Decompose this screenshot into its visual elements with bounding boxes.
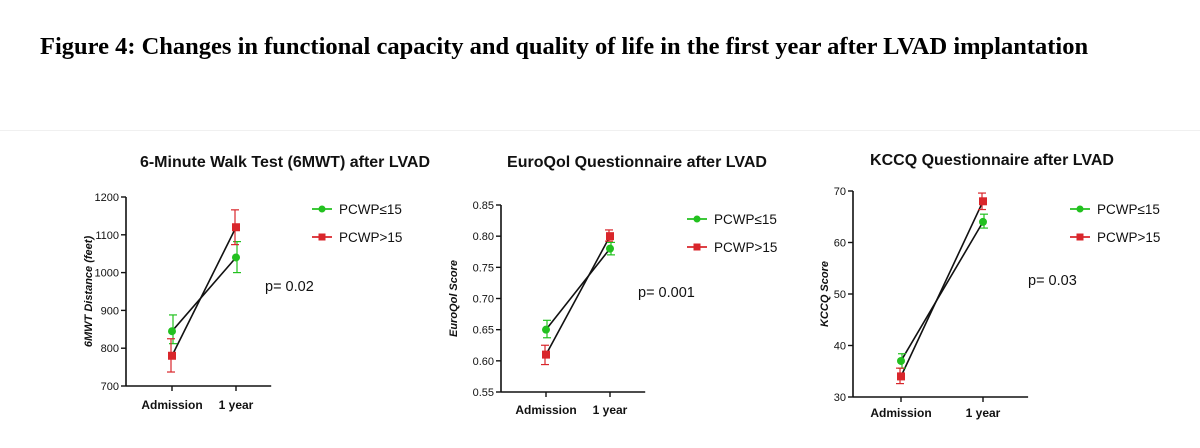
figure-title: Figure 4: Changes in functional capacity… — [40, 33, 1089, 60]
data-point-pcwp-le15 — [232, 253, 240, 262]
data-point-pcwp-gt15 — [232, 223, 240, 232]
legend-marker — [1076, 233, 1084, 241]
y-tick-label: 0.70 — [473, 294, 494, 306]
y-axis-label: 6MWT Distance (feet) — [83, 236, 95, 348]
legend-label: PCWP>15 — [339, 230, 402, 245]
y-axis-label: EuroQol Score — [448, 260, 460, 337]
series-line-pcwp-le15 — [900, 221, 984, 362]
x-tick-label: 1 year — [966, 406, 1001, 420]
series-line-pcwp-gt15 — [171, 226, 237, 357]
legend-item-pcwp-gt15: PCWP>15 — [312, 230, 402, 245]
legend-marker — [693, 243, 701, 251]
y-tick-label: 50 — [834, 289, 846, 301]
y-tick-label: 0.75 — [473, 262, 494, 274]
data-point-pcwp-le15 — [168, 327, 176, 336]
data-point-pcwp-gt15 — [606, 232, 614, 241]
data-point-pcwp-le15 — [897, 356, 905, 365]
chart-title: 6-Minute Walk Test (6MWT) after LVAD — [140, 154, 430, 171]
chart-euroqol: EuroQol Questionnaire after LVAD 0.55 0.60… — [415, 131, 790, 448]
y-tick-label: 900 — [101, 305, 119, 317]
legend-label: PCWP>15 — [714, 240, 777, 255]
legend-label: PCWP≤15 — [714, 212, 777, 227]
legend-marker — [693, 215, 701, 223]
data-point-pcwp-gt15 — [979, 197, 987, 206]
y-tick-label: 30 — [834, 392, 846, 404]
legend-marker — [1076, 205, 1084, 213]
legend-marker — [318, 233, 326, 241]
data-point-pcwp-le15 — [979, 217, 987, 226]
x-tick-label: Admission — [870, 406, 931, 420]
chart-kccq: KCCQ Questionnaire after LVAD 30 40 50 60 70 A… — [790, 131, 1200, 448]
legend-item-pcwp-gt15: PCWP>15 — [687, 240, 777, 255]
data-point-pcwp-gt15 — [168, 351, 176, 360]
series-line-pcwp-le15 — [171, 256, 237, 332]
series-line-pcwp-gt15 — [900, 200, 984, 377]
charts-area: 6-Minute Walk Test (6MWT) after LVAD 700 8… — [0, 130, 1200, 448]
legend-item-pcwp-le15: PCWP≤15 — [687, 212, 777, 227]
y-tick-label: 0.55 — [473, 387, 494, 399]
y-tick-label: 1000 — [95, 268, 119, 280]
legend-label: PCWP>15 — [1097, 230, 1160, 245]
chart-svg: EuroQol Questionnaire after LVAD 0.55 0.60… — [448, 154, 777, 417]
chart-svg: KCCQ Questionnaire after LVAD 30 40 50 60 70 A… — [819, 152, 1160, 420]
series-line-pcwp-gt15 — [545, 235, 611, 355]
y-tick-label: 0.65 — [473, 325, 494, 337]
y-tick-label: 0.85 — [473, 200, 494, 212]
legend-label: PCWP≤15 — [339, 202, 402, 217]
y-tick-label: 700 — [101, 381, 119, 393]
y-tick-label: 0.60 — [473, 356, 494, 368]
data-point-pcwp-gt15 — [542, 350, 550, 359]
x-tick-label: Admission — [141, 398, 202, 412]
p-value-annotation: p= 0.001 — [638, 285, 695, 301]
y-tick-label: 40 — [834, 341, 846, 353]
chart-title: EuroQol Questionnaire after LVAD — [507, 154, 767, 171]
y-tick-label: 1100 — [95, 230, 119, 242]
x-tick-label: 1 year — [219, 398, 254, 412]
data-point-pcwp-gt15 — [897, 372, 905, 381]
chart-title: KCCQ Questionnaire after LVAD — [870, 152, 1114, 169]
y-tick-label: 70 — [834, 186, 846, 198]
y-tick-label: 60 — [834, 238, 846, 250]
y-tick-label: 1200 — [95, 192, 119, 204]
x-tick-label: Admission — [515, 403, 576, 417]
p-value-annotation: p= 0.03 — [1028, 273, 1077, 289]
y-tick-label: 800 — [101, 343, 119, 355]
chart-svg: 6-Minute Walk Test (6MWT) after LVAD 700 8… — [83, 154, 430, 412]
y-axis-label: KCCQ Score — [819, 261, 831, 327]
legend-item-pcwp-le15: PCWP≤15 — [1070, 202, 1160, 217]
legend-item-pcwp-le15: PCWP≤15 — [312, 202, 402, 217]
data-point-pcwp-le15 — [606, 244, 614, 253]
data-point-pcwp-le15 — [542, 325, 550, 334]
legend-label: PCWP≤15 — [1097, 202, 1160, 217]
series-line-pcwp-le15 — [545, 248, 611, 331]
x-tick-label: 1 year — [593, 403, 628, 417]
y-tick-label: 0.80 — [473, 231, 494, 243]
p-value-annotation: p= 0.02 — [265, 279, 314, 295]
legend-marker — [318, 205, 326, 213]
legend-item-pcwp-gt15: PCWP>15 — [1070, 230, 1160, 245]
chart-6mwt: 6-Minute Walk Test (6MWT) after LVAD 700 8… — [0, 131, 430, 448]
